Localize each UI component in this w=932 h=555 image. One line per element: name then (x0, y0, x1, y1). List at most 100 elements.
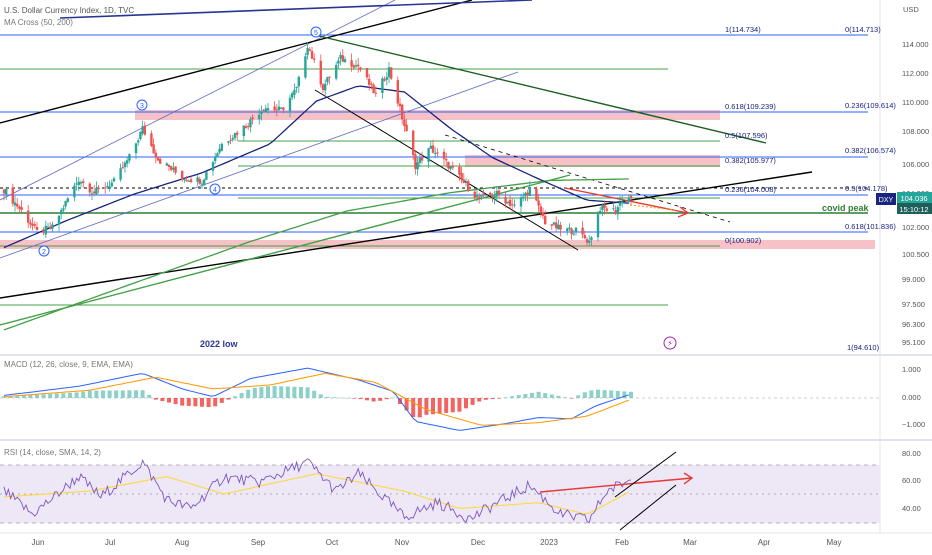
candle[interactable] (251, 114, 254, 125)
candle[interactable] (97, 184, 100, 194)
candle[interactable] (383, 76, 386, 82)
rsi-wedge-lower[interactable] (619, 484, 677, 531)
candle[interactable] (387, 62, 391, 83)
candle[interactable] (247, 122, 250, 131)
candle[interactable] (559, 221, 562, 237)
rsi-line[interactable] (3, 458, 632, 524)
ma50-line[interactable] (3, 85, 629, 249)
navy-top-line[interactable] (59, 0, 533, 19)
candle[interactable] (139, 131, 142, 141)
candle[interactable] (249, 116, 252, 133)
candle[interactable] (233, 132, 237, 141)
dashed-down-line[interactable] (444, 134, 731, 223)
rsi-red-divergence-line[interactable] (539, 477, 693, 493)
candle[interactable] (522, 192, 525, 202)
lightning-icon-circle[interactable] (663, 336, 677, 350)
candle[interactable] (75, 176, 78, 191)
candle[interactable] (528, 181, 531, 196)
candle[interactable] (458, 163, 461, 181)
candle[interactable] (418, 152, 421, 167)
candle[interactable] (524, 191, 527, 202)
candle[interactable] (214, 152, 217, 165)
candle[interactable] (436, 148, 439, 157)
candle[interactable] (350, 53, 353, 72)
candle[interactable] (482, 189, 485, 199)
candle[interactable] (405, 119, 408, 132)
candle[interactable] (537, 193, 540, 212)
candle[interactable] (390, 67, 393, 80)
candle[interactable] (185, 176, 188, 182)
candle[interactable] (491, 193, 494, 203)
candle[interactable] (203, 178, 206, 187)
black-long-trend[interactable] (0, 171, 813, 299)
candle[interactable] (280, 106, 283, 110)
candle[interactable] (227, 141, 230, 146)
candle[interactable] (174, 166, 177, 175)
wave-3-marker[interactable] (136, 99, 148, 111)
candle[interactable] (165, 162, 168, 166)
candle[interactable] (343, 56, 347, 63)
candle[interactable] (90, 189, 94, 201)
candle[interactable] (187, 179, 190, 182)
candle[interactable] (64, 200, 67, 210)
candle[interactable] (627, 194, 630, 204)
candle[interactable] (605, 206, 608, 214)
candle[interactable] (121, 161, 124, 169)
candle[interactable] (478, 192, 481, 204)
candle[interactable] (519, 193, 523, 214)
candle[interactable] (612, 202, 615, 211)
candle[interactable] (381, 76, 384, 99)
candle[interactable] (266, 103, 270, 114)
candle[interactable] (621, 194, 624, 208)
candle[interactable] (467, 179, 470, 193)
candle[interactable] (385, 71, 388, 86)
candle[interactable] (172, 162, 175, 173)
candle[interactable] (489, 191, 492, 196)
candle[interactable] (374, 86, 377, 97)
candle[interactable] (211, 160, 215, 176)
candle[interactable] (46, 222, 50, 228)
candle[interactable] (401, 103, 404, 125)
candle[interactable] (196, 175, 199, 186)
candle[interactable] (260, 105, 263, 121)
candle[interactable] (167, 163, 171, 172)
candle[interactable] (128, 153, 131, 164)
candle[interactable] (337, 57, 340, 69)
candle[interactable] (480, 194, 483, 201)
candle[interactable] (442, 148, 446, 166)
candle[interactable] (451, 161, 454, 170)
candle[interactable] (216, 152, 219, 158)
candle[interactable] (143, 121, 146, 136)
signal-line[interactable] (3, 372, 629, 426)
candle[interactable] (295, 86, 298, 93)
rsi-axis[interactable]: 80.00 60.00 40.00 (902, 449, 921, 513)
wave-2-marker[interactable] (38, 245, 50, 257)
candle[interactable] (493, 191, 496, 205)
candle[interactable] (18, 205, 21, 214)
candle[interactable] (95, 181, 98, 196)
candle[interactable] (31, 217, 34, 231)
candle[interactable] (35, 222, 39, 231)
candle[interactable] (183, 178, 186, 183)
candle[interactable] (154, 149, 157, 164)
candle[interactable] (150, 130, 153, 148)
candle[interactable] (398, 98, 402, 112)
candle[interactable] (555, 216, 558, 233)
candle[interactable] (616, 205, 619, 220)
candle[interactable] (324, 79, 327, 97)
candle[interactable] (544, 210, 547, 225)
candle[interactable] (258, 108, 261, 125)
candle[interactable] (62, 205, 65, 213)
candle[interactable] (585, 237, 589, 246)
candle[interactable] (359, 66, 362, 72)
candle[interactable] (414, 151, 417, 175)
candle[interactable] (88, 182, 91, 197)
candle[interactable] (319, 54, 322, 88)
candle[interactable] (590, 236, 593, 246)
candle[interactable] (304, 52, 307, 79)
candle[interactable] (51, 221, 54, 232)
candle[interactable] (110, 179, 113, 188)
candle[interactable] (123, 160, 127, 173)
candle[interactable] (11, 183, 14, 207)
candle[interactable] (341, 49, 344, 63)
